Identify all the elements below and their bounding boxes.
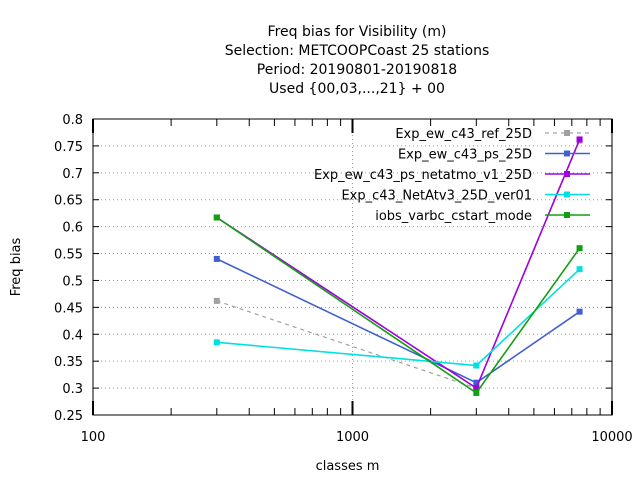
- legend-marker: [564, 130, 570, 136]
- series-line: [216, 216, 581, 394]
- y-tick-label: 0.55: [54, 248, 83, 263]
- data-point: [576, 245, 583, 252]
- title-line: Freq bias for Visibility (m): [268, 24, 447, 40]
- legend-marker: [564, 212, 570, 218]
- data-point: [473, 385, 480, 392]
- legend-marker: [564, 171, 570, 177]
- y-tick-label: 0.7: [62, 167, 83, 182]
- legend-marker: [564, 150, 570, 157]
- title-line: Selection: METCOOPCoast 25 stations: [225, 43, 490, 59]
- data-point: [213, 339, 220, 346]
- axis-ticks: 0.25 0.3 0.35 0.4 0.45 0.5 0.55 0.6 0.65 0.7 0.75 0…: [54, 113, 633, 445]
- data-point: [213, 297, 220, 304]
- x-tick-label: 100: [81, 430, 106, 445]
- data-point: [473, 389, 480, 396]
- y-tick-label: 0.75: [54, 140, 83, 155]
- y-axis-label: Freq bias: [9, 237, 24, 296]
- data-point: [473, 362, 480, 369]
- y-tick-label: 0.35: [54, 355, 83, 370]
- x-tick-label: 10000: [591, 430, 632, 445]
- data-point: [576, 308, 583, 315]
- y-tick-label: 0.45: [54, 301, 83, 316]
- legend-label: Exp_ew_c43_ref_25D: [395, 127, 532, 142]
- legend-marker: [564, 191, 570, 198]
- y-tick-label: 0.6: [62, 221, 83, 236]
- x-axis-label: classes m: [316, 459, 380, 474]
- legend-label: iobs_varbc_cstart_mode: [375, 209, 532, 224]
- data-point: [213, 214, 220, 221]
- gridlines: [93, 119, 612, 415]
- data-point: [576, 266, 583, 273]
- legend-label: Exp_ew_c43_ps_netatmo_v1_25D: [314, 168, 532, 183]
- chart-title: Freq bias for Visibility (m) Selection: M…: [225, 24, 490, 97]
- y-tick-label: 0.3: [62, 382, 83, 397]
- series-line: [216, 268, 581, 367]
- y-tick-label: 0.65: [54, 194, 83, 209]
- title-line: Used {00,03,...,21} + 00: [269, 81, 445, 97]
- data-point: [213, 255, 220, 262]
- x-tick-label: 1000: [336, 430, 369, 445]
- y-tick-label: 0.25: [54, 409, 83, 424]
- title-line: Period: 20190801-20190818: [257, 62, 457, 78]
- series-lines: [213, 136, 583, 396]
- data-point: [473, 379, 480, 386]
- legend: Exp_ew_c43_ref_25D Exp_ew_c43_ps_25D Exp_e…: [314, 127, 590, 224]
- data-point: [576, 136, 583, 143]
- y-tick-label: 0.5: [62, 274, 83, 289]
- legend-label: Exp_ew_c43_ps_25D: [398, 148, 532, 163]
- y-tick-label: 0.8: [62, 113, 83, 128]
- y-tick-label: 0.4: [62, 328, 83, 343]
- legend-label: Exp_c43_NetAtv3_25D_ver01: [341, 189, 532, 204]
